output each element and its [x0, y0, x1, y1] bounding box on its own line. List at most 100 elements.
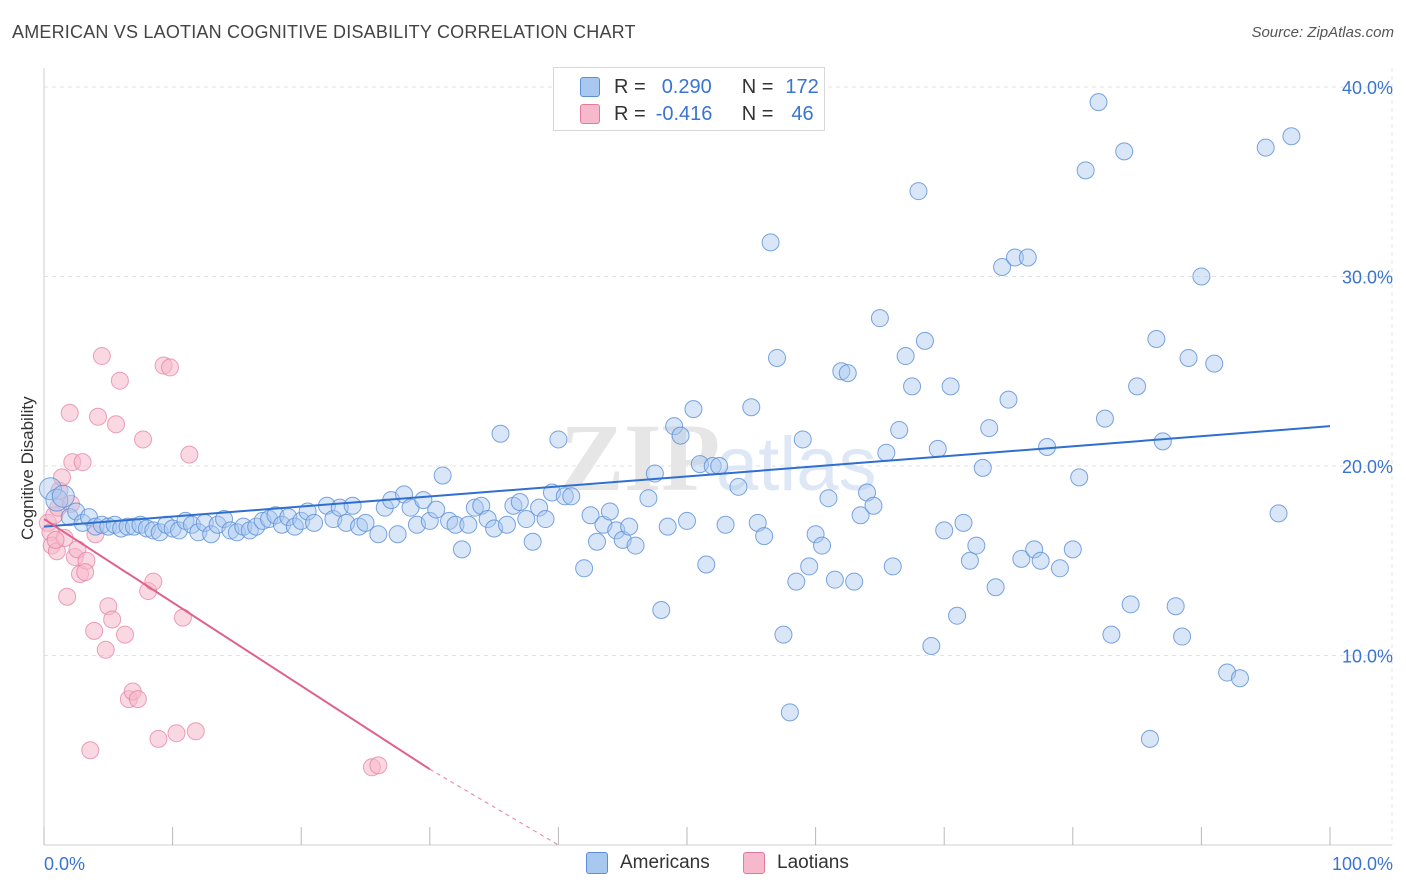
american-point: [915, 331, 934, 350]
american-point: [1031, 551, 1050, 570]
american-point: [1153, 432, 1172, 451]
american-point: [851, 506, 870, 525]
american-point: [806, 525, 825, 544]
american-point: [446, 515, 465, 534]
laotians-n-value: 46: [791, 102, 814, 125]
laotians-trend-extension: [429, 768, 559, 846]
american-point: [903, 377, 922, 396]
laotian-point: [58, 587, 77, 606]
american-point: [1140, 729, 1159, 748]
source-label: Source: ZipAtlas.com: [1251, 24, 1394, 41]
american-point: [967, 536, 986, 555]
american-point: [980, 419, 999, 438]
american-point: [562, 487, 581, 506]
american-point: [896, 347, 915, 366]
americans-points: [38, 93, 1301, 748]
american-point: [665, 417, 684, 436]
chart-title: AMERICAN VS LAOTIAN COGNITIVE DISABILITY…: [12, 22, 636, 42]
y-tick-label: 10.0%: [1342, 646, 1393, 666]
american-point: [305, 513, 324, 532]
american-point: [742, 398, 761, 417]
american-point: [51, 484, 75, 508]
american-point: [369, 525, 388, 544]
laotian-point: [128, 690, 147, 709]
axes: [43, 68, 1392, 846]
american-point: [909, 182, 928, 201]
x-tick-label: 0.0%: [44, 854, 85, 874]
american-point: [755, 527, 774, 546]
american-point: [1179, 348, 1198, 367]
trend-lines: [43, 425, 1331, 846]
american-point: [523, 532, 542, 551]
americans-n-value: 172: [785, 75, 819, 98]
legend-r-label: R =: [614, 75, 646, 98]
american-point: [536, 510, 555, 529]
americans-swatch: [580, 77, 600, 97]
american-point: [427, 500, 446, 519]
american-point: [1076, 161, 1095, 180]
american-point: [555, 487, 574, 506]
laotians-swatch: [580, 104, 600, 124]
laotian-point: [103, 610, 122, 629]
american-point: [517, 510, 536, 529]
american-point: [465, 498, 484, 517]
american-point: [928, 439, 947, 458]
american-point: [1018, 248, 1037, 267]
laotians-points: [38, 347, 388, 777]
laotians-legend-swatch: [743, 852, 765, 874]
legend-row-laotians: R = -0.416 N = 46: [580, 101, 814, 127]
american-point: [793, 430, 812, 449]
laotian-point: [81, 741, 100, 760]
y-tick-label: 20.0%: [1342, 457, 1393, 477]
laotian-point: [186, 722, 205, 741]
american-point: [922, 637, 941, 656]
american-point: [858, 483, 877, 502]
american-point: [1205, 354, 1224, 373]
correlation-legend: R = 0.290 N = 172 R = -0.416 N = 46: [553, 67, 825, 131]
american-point: [652, 601, 671, 620]
american-point: [774, 625, 793, 644]
american-point: [478, 510, 497, 529]
american-point: [697, 555, 716, 574]
svg-text:ZIP: ZIP: [560, 404, 720, 511]
laotian-point: [116, 625, 135, 644]
american-point: [1102, 625, 1121, 644]
laotian-point: [134, 430, 153, 449]
y-axis-title: Cognitive Disability: [18, 396, 37, 540]
american-point: [1012, 549, 1031, 568]
american-point: [1070, 468, 1089, 487]
american-point: [819, 489, 838, 508]
laotian-point: [76, 563, 95, 582]
american-point: [973, 458, 992, 477]
american-point: [38, 477, 62, 501]
laotian-point: [167, 724, 186, 743]
grid-lines: [44, 68, 1393, 845]
american-point: [935, 521, 954, 540]
american-point: [215, 510, 234, 529]
american-point: [92, 515, 111, 534]
americans-r-value: 0.290: [661, 75, 712, 98]
american-point: [1256, 138, 1275, 157]
american-point: [497, 515, 516, 534]
american-point: [433, 466, 452, 485]
american-point: [883, 557, 902, 576]
american-point: [626, 536, 645, 555]
american-point: [491, 424, 510, 443]
american-point: [813, 536, 832, 555]
american-point: [658, 517, 677, 536]
bottom-legend-laotians: Laotians: [743, 852, 849, 874]
americans-legend-label: Americans: [620, 852, 710, 873]
y-tick-label: 30.0%: [1342, 267, 1393, 287]
american-point: [1050, 559, 1069, 578]
american-point: [1121, 595, 1140, 614]
american-point: [954, 513, 973, 532]
american-point: [639, 489, 658, 508]
laotian-point: [110, 371, 129, 390]
laotian-point: [369, 756, 388, 775]
laotian-point: [60, 403, 79, 422]
american-point: [45, 488, 69, 512]
legend-row-americans: R = 0.290 N = 172: [580, 74, 819, 100]
american-point: [1095, 409, 1114, 428]
american-point: [1063, 540, 1082, 559]
